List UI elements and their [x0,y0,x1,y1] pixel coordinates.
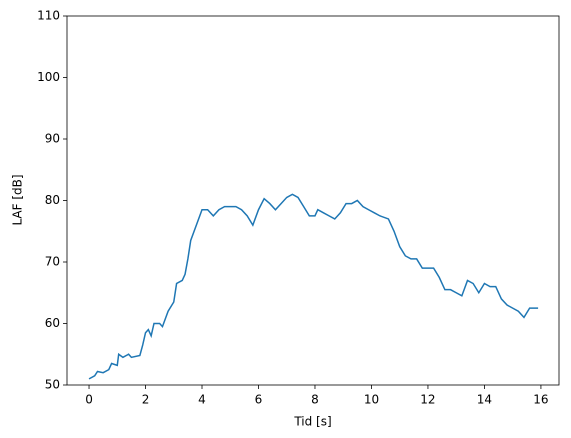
x-tick-label: 10 [364,393,379,407]
plot-frame [66,15,560,386]
y-tick-label: 60 [45,316,60,330]
x-tick-label: 4 [198,393,206,407]
x-tick-label: 16 [533,393,548,407]
y-tick-label: 80 [45,193,60,207]
data-line [88,193,539,380]
y-tick-label: 110 [37,9,60,23]
x-tick-label: 0 [85,393,93,407]
x-tick-label: 8 [311,393,319,407]
y-tick-label: 70 [45,255,60,269]
y-tick-label: 90 [45,132,60,146]
x-axis-label: Tid [s] [293,415,331,429]
x-tick-label: 6 [255,393,263,407]
x-tick-label: 2 [142,393,150,407]
y-tick-label: 50 [45,378,60,392]
x-tick-label: 12 [420,393,435,407]
y-axis-label: LAF [dB] [11,174,25,225]
y-tick-label: 100 [37,70,60,84]
x-tick-label: 14 [477,393,492,407]
